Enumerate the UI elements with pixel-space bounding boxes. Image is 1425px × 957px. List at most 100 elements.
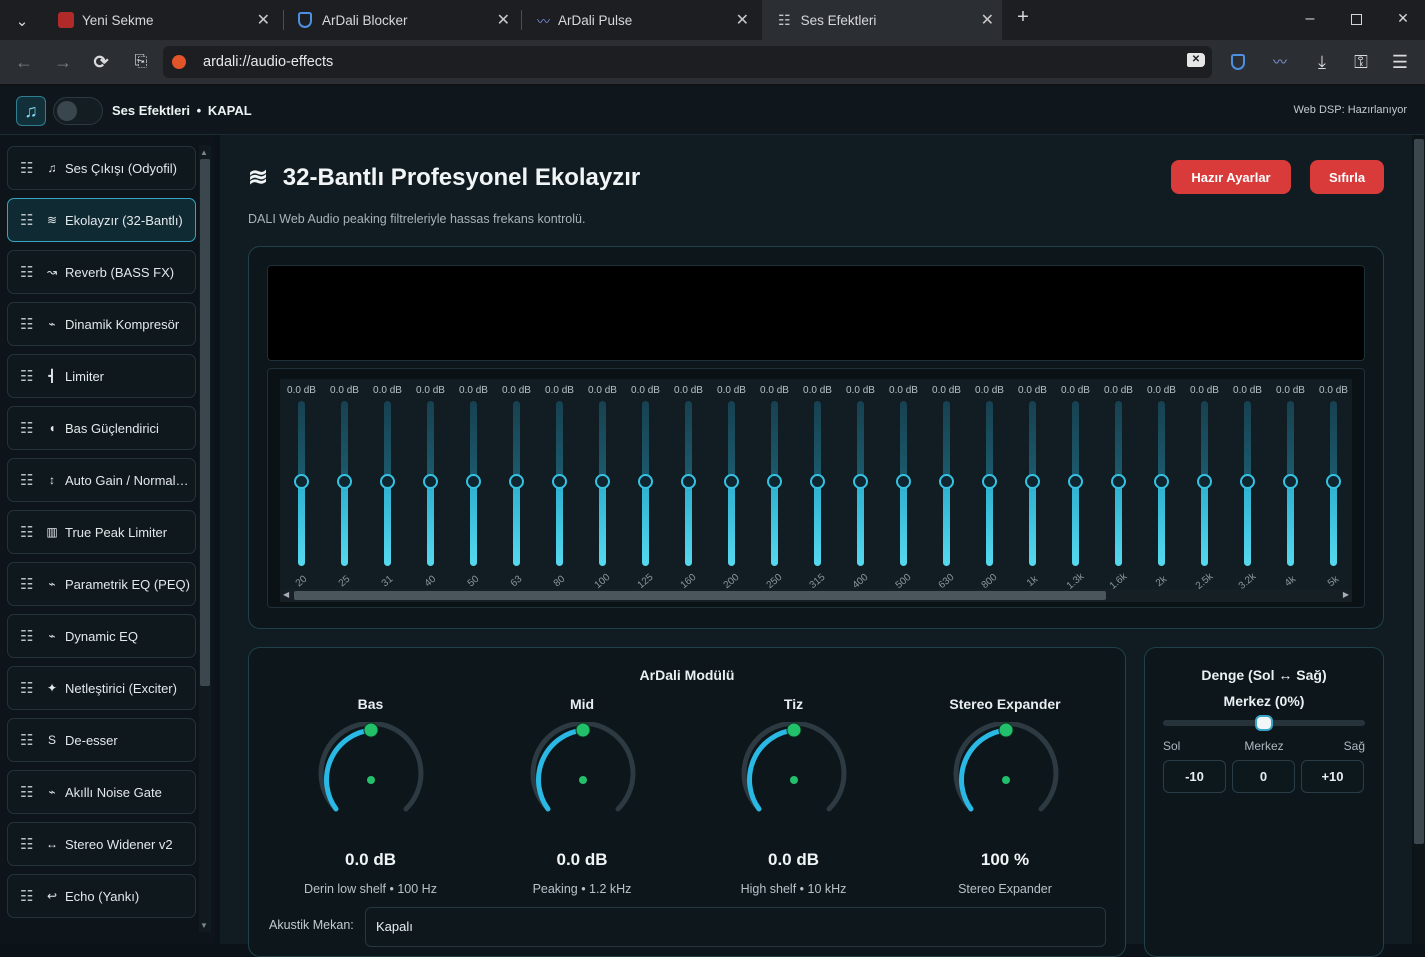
band-gain-label: 0.0 dB (1018, 385, 1047, 396)
band-gain-label: 0.0 dB (846, 385, 875, 396)
blocker-shield-icon[interactable] (1226, 50, 1250, 74)
band-slider-handle[interactable] (595, 474, 610, 489)
reset-button[interactable]: Sıfırla (1310, 160, 1384, 194)
band-slider-handle[interactable] (896, 474, 911, 489)
pulse-extension-icon[interactable]: 〰 (1273, 54, 1287, 70)
sidebar-item[interactable]: ☷ ⌁ Akıllı Noise Gate (7, 770, 196, 814)
band-slider-handle[interactable] (853, 474, 868, 489)
sidebar-item[interactable]: ☷ ♫ Ses Çıkışı (Odyofil) (7, 146, 196, 190)
sidebar-item[interactable]: ☷ ↔ Stereo Widener v2 (7, 822, 196, 866)
sidebar-item[interactable]: ☷ ┫ Limiter (7, 354, 196, 398)
close-icon[interactable]: ✕ (980, 12, 994, 29)
spectrum-display (267, 265, 1365, 361)
band-slider-handle[interactable] (1326, 474, 1341, 489)
band-slider-handle[interactable] (509, 474, 524, 489)
sidebar-scrollbar[interactable]: ▲ ▼ (199, 145, 211, 932)
band-slider-handle[interactable] (1111, 474, 1126, 489)
tab-ardali-blocker[interactable]: ArDali Blocker ✕ (290, 0, 518, 40)
band-slider-handle[interactable] (337, 474, 352, 489)
new-tab-plus-icon[interactable]: + (1017, 6, 1029, 28)
sidebar-item[interactable]: ☷ ⌁ Dinamik Kompresör (7, 302, 196, 346)
rotary-knob[interactable] (952, 722, 1060, 830)
sidebar-item-label: Reverb (BASS FX) (65, 264, 175, 280)
back-arrow-icon[interactable]: ← (15, 52, 33, 72)
sidebar-item[interactable]: ☷ ⌁ Parametrik EQ (PEQ) (7, 562, 196, 606)
knob-description: Derin low shelf • 100 Hz (304, 882, 437, 896)
band-slider-handle[interactable] (1283, 474, 1298, 489)
band-slider-handle[interactable] (294, 474, 309, 489)
band-slider-handle[interactable] (552, 474, 567, 489)
rotary-knob[interactable] (317, 722, 425, 830)
download-icon[interactable]: ⤓ (1318, 52, 1326, 72)
band-slider-handle[interactable] (423, 474, 438, 489)
key-icon[interactable]: ⚿ (1354, 52, 1368, 72)
balance-minus-10-button[interactable]: -10 (1163, 760, 1226, 793)
band-frequency-label: 80 (551, 573, 568, 589)
band-slider-handle[interactable] (1025, 474, 1040, 489)
band-slider-handle[interactable] (380, 474, 395, 489)
sidebar-item[interactable]: ☷ ✦ Netleştirici (Exciter) (7, 666, 196, 710)
band-slider-handle[interactable] (1068, 474, 1083, 489)
tab-ardali-pulse[interactable]: 〰 ArDali Pulse ✕ (527, 0, 757, 40)
band-slider-handle[interactable] (1197, 474, 1212, 489)
band-slider-handle[interactable] (1154, 474, 1169, 489)
power-toggle[interactable] (53, 97, 103, 125)
close-icon[interactable]: ✕ (735, 12, 749, 29)
band-slider-handle[interactable] (982, 474, 997, 489)
sidebar-item[interactable]: ☷ ▥ True Peak Limiter (7, 510, 196, 554)
tab-ses-efektleri[interactable]: ☷ Ses Efektleri ✕ (762, 0, 1002, 40)
eq-band: 0.0 dB 1k (1011, 379, 1054, 589)
tab-list-chevron-icon[interactable]: ⌄ (15, 13, 29, 30)
band-slider-handle[interactable] (767, 474, 782, 489)
band-gain-label: 0.0 dB (631, 385, 660, 396)
sidebar-item[interactable]: ☷ S De-esser (7, 718, 196, 762)
music-note-icon: ♫ (16, 96, 46, 126)
reload-icon[interactable]: ⟳ (93, 52, 109, 72)
band-frequency-label: 630 (936, 571, 957, 589)
maximize-icon[interactable] (1351, 14, 1362, 25)
rotary-knob[interactable] (529, 722, 637, 830)
sidebar-item-label: Akıllı Noise Gate (65, 784, 162, 800)
balance-right-label: Sağ (1343, 739, 1365, 753)
room-select[interactable]: Kapalı (365, 907, 1106, 947)
band-slider-handle[interactable] (638, 474, 653, 489)
balance-left-label: Sol (1163, 739, 1181, 753)
band-slider-handle[interactable] (1240, 474, 1255, 489)
minimize-icon[interactable]: – (1305, 10, 1315, 27)
band-slider-handle[interactable] (939, 474, 954, 489)
forward-arrow-icon[interactable]: → (54, 52, 72, 72)
sidebar-item[interactable]: ☷ ⌁ Dynamic EQ (7, 614, 196, 658)
clear-url-icon[interactable]: ✕ (1187, 53, 1205, 67)
balance-center-button[interactable]: 0 (1232, 760, 1295, 793)
sidebar-item[interactable]: ☷ ↩ Echo (Yankı) (7, 874, 196, 918)
balance-slider[interactable] (1163, 715, 1365, 731)
balance-slider-handle[interactable] (1255, 715, 1273, 731)
menu-icon[interactable]: ☰ (1391, 52, 1409, 72)
close-window-icon[interactable]: ✕ (1397, 10, 1409, 26)
close-icon[interactable]: ✕ (256, 12, 270, 29)
presets-button[interactable]: Hazır Ayarlar (1171, 160, 1291, 194)
sidebar-item-icon: ⌁ (48, 785, 56, 799)
band-horizontal-scrollbar[interactable]: ◀ ▶ (280, 589, 1352, 602)
sidebar-item[interactable]: ☷ ↝ Reverb (BASS FX) (7, 250, 196, 294)
rotary-knob[interactable] (740, 722, 848, 830)
band-slider-handle[interactable] (810, 474, 825, 489)
sidebar-item[interactable]: ☷ ◖ Bas Güçlendirici (7, 406, 196, 450)
band-slider-handle[interactable] (681, 474, 696, 489)
band-gain-label: 0.0 dB (1319, 385, 1348, 396)
knob-indicator (363, 722, 379, 738)
band-gain-label: 0.0 dB (330, 385, 359, 396)
eq-band: 0.0 dB 1.3k (1054, 379, 1097, 589)
band-gain-label: 0.0 dB (459, 385, 488, 396)
close-icon[interactable]: ✕ (496, 12, 510, 29)
band-slider-handle[interactable] (724, 474, 739, 489)
sidebar-item[interactable]: ☷ ↕ Auto Gain / Normalizer (7, 458, 196, 502)
sidebar-item[interactable]: ☷ ≋ Ekolayzır (32-Bantlı) (7, 198, 196, 242)
balance-plus-10-button[interactable]: +10 (1301, 760, 1364, 793)
address-bar[interactable]: ardali://audio-effects ✕ (163, 46, 1212, 78)
page-scrollbar[interactable] (1413, 135, 1425, 944)
tab-new-tab[interactable]: Yeni Sekme ✕ (50, 0, 278, 40)
navigation-bar: ← → ⟳ ⎘ ardali://audio-effects ✕ 〰 ⤓ ⚿ ☰ (0, 40, 1425, 85)
bookmark-icon[interactable]: ⎘ (134, 53, 148, 70)
band-slider-handle[interactable] (466, 474, 481, 489)
